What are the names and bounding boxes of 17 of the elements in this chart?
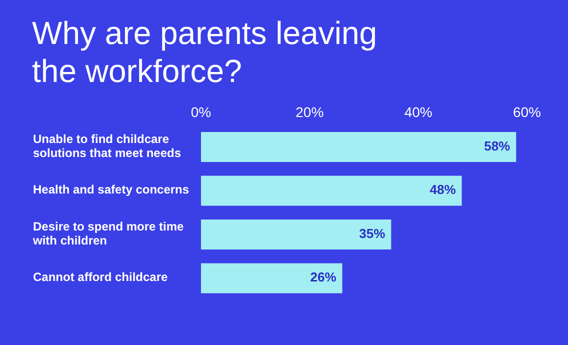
data-label: 26% (310, 270, 337, 285)
data-label: 58% (484, 138, 511, 154)
y-tick-label: Cannot afford childcare (33, 270, 168, 284)
bar (201, 263, 342, 294)
bar (201, 132, 516, 162)
bar (201, 220, 392, 250)
y-tick-label: Health and safety concerns (33, 182, 190, 197)
y-tick-label: Desire to spend more time with children (32, 220, 184, 248)
bar (201, 176, 462, 206)
x-tick-label: 60% (512, 104, 542, 120)
chart-title: Why are parents leaving the workforce? (32, 14, 378, 90)
x-tick-label: 40% (404, 104, 432, 120)
data-label: 35% (359, 226, 386, 241)
y-tick-label: Unable to find childcare solutions that meet needs (33, 132, 182, 160)
x-tick-label: 0% (190, 104, 212, 120)
x-tick-label: 20% (296, 104, 324, 120)
data-label: 48% (430, 182, 456, 198)
